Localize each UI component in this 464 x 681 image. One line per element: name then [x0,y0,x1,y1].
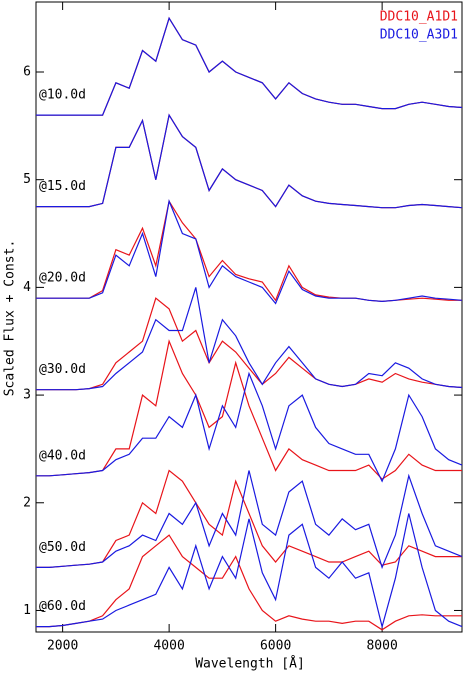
epoch-label: @10.0d [39,88,86,103]
x-tick-label: 2000 [47,639,78,654]
epoch-label: @30.0d [39,362,86,377]
x-tick-label: 4000 [153,639,184,654]
spectrum-line [36,287,463,391]
legend-entry: DDC10_A3D1 [380,28,458,43]
spectrum-line [36,113,463,209]
y-axis-label: Scaled Flux + Const. [3,240,18,397]
y-tick-label: 1 [23,603,31,618]
spectrum-line [36,534,462,631]
y-tick-label: 3 [23,388,31,403]
spectrum-line [36,113,463,209]
spectrum-line [36,513,463,629]
spectrum-line [36,199,462,303]
y-tick-label: 5 [23,172,31,187]
spectrum-line [36,16,463,116]
plot-frame [35,1,463,633]
spectrum-line [36,470,463,570]
epoch-label: @20.0d [39,271,86,286]
y-tick-label: 4 [23,280,31,295]
epoch-label: @40.0d [39,448,86,463]
x-tick-label: 6000 [260,639,291,654]
spectrum-line [36,297,463,391]
spectrum-line [36,199,463,305]
epoch-label: @60.0d [39,599,86,614]
legend-entry: DDC10_A1D1 [380,10,458,25]
epoch-label: @50.0d [39,540,86,555]
epoch-label: @15.0d [39,179,86,194]
spectrum-line [36,371,463,483]
x-tick-label: 8000 [366,639,397,654]
y-tick-label: 6 [23,65,31,80]
spectrum-line [36,339,462,480]
x-axis-label: Wavelength [Å] [195,656,305,672]
y-tick-label: 2 [23,495,31,510]
spectrum-line [36,469,462,568]
